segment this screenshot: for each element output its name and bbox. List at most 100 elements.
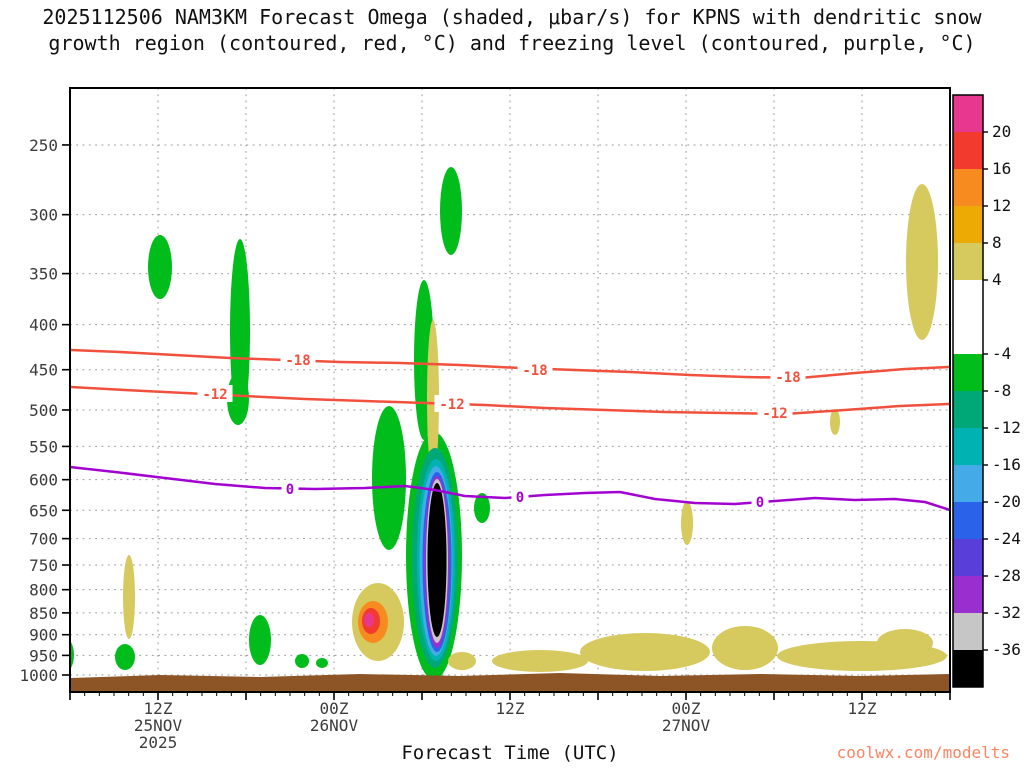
- omega-shade-green: [474, 493, 490, 523]
- colorbar-segment: [953, 169, 983, 206]
- contour-label: -18: [522, 363, 547, 379]
- x-tick-label: 00Z: [672, 699, 701, 718]
- colorbar-tick-label: -28: [992, 566, 1021, 585]
- contour-label: -12: [762, 406, 787, 422]
- colorbar-tick-label: 8: [992, 233, 1002, 252]
- colorbar-segment: [953, 132, 983, 169]
- colorbar-segment: [953, 354, 983, 391]
- y-tick-label: 750: [29, 556, 58, 575]
- colorbar-segment: [953, 502, 983, 539]
- omega-shade-yellow: [492, 650, 588, 672]
- colorbar-tick-label: -4: [992, 344, 1011, 363]
- colorbar-tick-label: 20: [992, 122, 1011, 141]
- colorbar-segment: [953, 539, 983, 576]
- contour-label: -18: [285, 353, 310, 369]
- colorbar-tick-label: 16: [992, 159, 1011, 178]
- omega-shade-green: [316, 658, 328, 668]
- colorbar-segment: [953, 428, 983, 465]
- gridlines: [70, 88, 950, 692]
- omega-shade-yellow: [427, 320, 439, 476]
- omega-shade-yellow: [123, 555, 135, 639]
- watermark-text: coolwx.com/modelts: [836, 743, 1010, 762]
- y-tick-label: 450: [29, 361, 58, 380]
- colorbar-tick-label: -8: [992, 381, 1011, 400]
- colorbar-segment: [953, 650, 983, 687]
- colorbar-tick-label: 12: [992, 196, 1011, 215]
- omega-shade-green: [372, 406, 406, 550]
- y-tick-label: 700: [29, 530, 58, 549]
- x-year-label: 2025: [139, 733, 178, 752]
- x-date-label: 25NOV: [134, 716, 183, 735]
- omega-shading: -18 -18 -18 -12 -12 -12 0 0 0: [71, 167, 949, 691]
- omega-shade-yellow: [712, 626, 778, 670]
- y-tick-label: 550: [29, 437, 58, 456]
- colorbar-segment: [953, 576, 983, 613]
- y-tick-label: 850: [29, 604, 58, 623]
- y-tick-label: 300: [29, 206, 58, 225]
- omega-shade-green: [71, 641, 74, 669]
- x-axis-label: Forecast Time (UTC): [401, 742, 619, 764]
- contour-label: 0: [756, 495, 764, 511]
- omega-shade-yellow: [830, 409, 840, 435]
- x-date-label: 27NOV: [662, 716, 711, 735]
- contour-label: -12: [202, 387, 227, 403]
- x-tick-label: 12Z: [496, 699, 525, 718]
- colorbar-tick-label: -36: [992, 640, 1021, 659]
- colorbar-segment: [953, 613, 983, 650]
- omega-shade-green: [295, 654, 309, 668]
- y-tick-label: 950: [29, 646, 58, 665]
- omega-shade-yellow: [580, 633, 710, 671]
- chart-title: 2025112506 NAM3KM Forecast Omega (shaded…: [0, 4, 1024, 56]
- colorbar-segment: [953, 280, 983, 354]
- y-tick-label: 400: [29, 316, 58, 335]
- contour-label-bg: [511, 488, 529, 505]
- omega-shade-green: [440, 167, 462, 255]
- x-tick-label: 00Z: [320, 699, 349, 718]
- y-tick-label: 900: [29, 626, 58, 645]
- y-tick-label: 250: [29, 136, 58, 155]
- y-tick-label: 600: [29, 471, 58, 490]
- x-date-label: 26NOV: [310, 716, 359, 735]
- x-tick-label: 12Z: [848, 699, 877, 718]
- omega-shade-yellow: [448, 652, 476, 670]
- y-tick-label: 1000: [19, 666, 58, 685]
- omega-shade-black: [427, 483, 447, 637]
- chart-title-line2: growth region (contoured, red, °C) and f…: [48, 31, 976, 55]
- y-tick-label: 800: [29, 581, 58, 600]
- colorbar-segment: [953, 391, 983, 428]
- colorbar: 20 16 12 8 4 -4 -8 -12 -16 -20 -24 -28 -32 -36: [952, 94, 1021, 688]
- colorbar-segment: [953, 95, 983, 132]
- omega-shade-green: [249, 615, 271, 665]
- x-tick-label: 12Z: [144, 699, 173, 718]
- omega-shade-yellow: [906, 184, 938, 340]
- contour-label-bg: [197, 385, 233, 402]
- contour-label-bg: [517, 361, 553, 378]
- contour-label-bg: [281, 480, 299, 497]
- contour-label-bg: [434, 395, 470, 412]
- contour-label-bg: [770, 368, 806, 385]
- contour-label-bg: [280, 351, 316, 368]
- chart-title-line1: 2025112506 NAM3KM Forecast Omega (shaded…: [42, 5, 982, 29]
- colorbar-segment: [953, 465, 983, 502]
- y-tick-label: 350: [29, 265, 58, 284]
- y-tick-label: 500: [29, 401, 58, 420]
- colorbar-tick-label: -24: [992, 529, 1021, 548]
- colorbar-segment: [953, 206, 983, 243]
- contour-label-bg: [757, 404, 793, 421]
- colorbar-tick-label: -12: [992, 418, 1021, 437]
- colorbar-tick-label: 4: [992, 270, 1002, 289]
- omega-shade-yellow: [877, 629, 933, 657]
- omega-shade-green: [115, 644, 135, 670]
- omega-shade-yellow: [681, 501, 693, 545]
- contour-label: -18: [775, 370, 800, 386]
- colorbar-segment: [953, 243, 983, 280]
- freezing-level-0-contour: [71, 465, 949, 511]
- terrain-surface: [71, 673, 949, 691]
- contour-label-bg: [751, 493, 769, 510]
- colorbar-tick-label: -16: [992, 455, 1021, 474]
- contour-label: 0: [286, 482, 294, 498]
- y-tick-label: 650: [29, 501, 58, 520]
- contour-label: -12: [439, 397, 464, 413]
